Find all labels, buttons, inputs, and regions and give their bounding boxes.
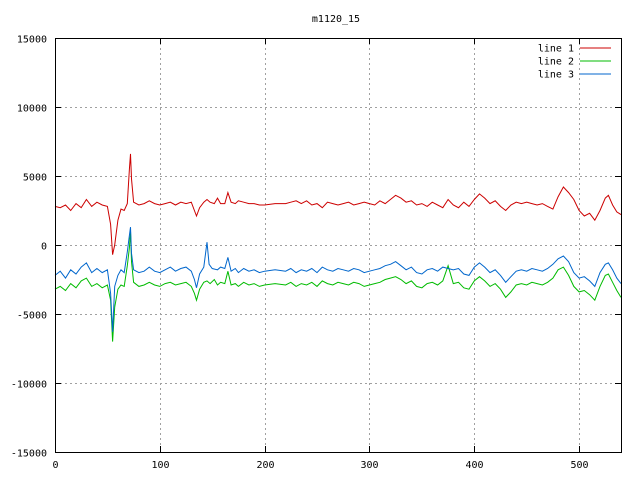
y-tick-label: 10000 bbox=[17, 104, 47, 115]
legend-label-3: line 3 bbox=[538, 70, 574, 81]
legend-label-1: line 1 bbox=[538, 44, 574, 55]
y-tick-label: 15000 bbox=[17, 35, 47, 46]
x-tick-label: 200 bbox=[256, 460, 274, 471]
series-group bbox=[54, 153, 622, 342]
series-line-1 bbox=[54, 153, 622, 255]
y-tick-label: 0 bbox=[41, 242, 47, 253]
axis-ticks: 0 100 200 300 400 500 -15000 -10000 -5000 0 5000 10… bbox=[11, 35, 621, 471]
x-tick-label: 100 bbox=[151, 460, 169, 471]
grid bbox=[55, 38, 621, 452]
x-tick-label: 300 bbox=[360, 460, 378, 471]
y-tick-label: -10000 bbox=[11, 380, 47, 391]
legend-label-2: line 2 bbox=[538, 57, 574, 68]
chart-title: m1120_15 bbox=[312, 14, 360, 25]
y-tick-label: -5000 bbox=[17, 311, 47, 322]
y-tick-label: 5000 bbox=[23, 173, 47, 184]
series-line-2 bbox=[54, 231, 622, 342]
x-tick-label: 0 bbox=[52, 460, 58, 471]
legend: line 1 line 2 line 3 bbox=[538, 44, 611, 81]
y-tick-label: -15000 bbox=[11, 449, 47, 460]
x-tick-label: 500 bbox=[570, 460, 588, 471]
series-line-3 bbox=[54, 227, 622, 332]
x-tick-label: 400 bbox=[465, 460, 483, 471]
